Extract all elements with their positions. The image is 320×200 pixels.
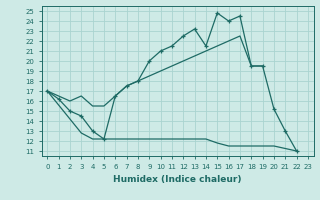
X-axis label: Humidex (Indice chaleur): Humidex (Indice chaleur) <box>113 175 242 184</box>
